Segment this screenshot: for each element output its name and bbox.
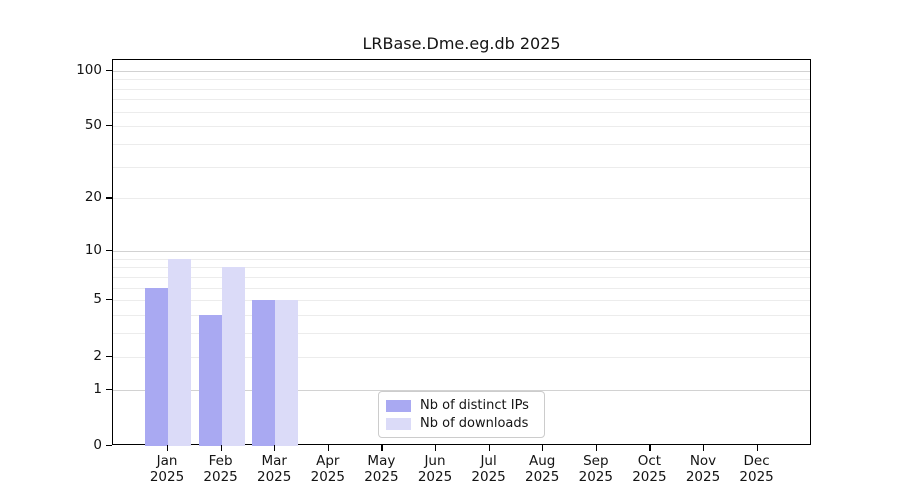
xtick-label-oct: Oct 2025 [632,453,667,485]
bar-mar-downloads [275,300,299,446]
xtick-mark-may [381,445,383,451]
ytick-mark-20 [106,197,112,199]
bar-feb-downloads [221,267,245,446]
legend-label-distinct-ips: Nb of distinct IPs [420,398,529,413]
ytick-mark-10 [106,249,112,252]
gridline-7 [113,276,810,278]
xtick-mark-apr [327,445,330,451]
plot-area [112,59,811,446]
xtick-label-mar: Mar 2025 [257,453,292,485]
gridline-70 [113,99,810,101]
ytick-label-20: 20 [84,189,102,206]
ytick-label-100: 100 [76,61,102,78]
gridline-1 [113,389,810,391]
legend-swatch-downloads [386,417,411,430]
bar-mar-distinct-ips [252,300,276,446]
gridline-40 [113,143,810,145]
xtick-label-jun: Jun 2025 [417,453,453,485]
xtick-label-dec: Dec 2025 [739,453,774,485]
gridline-3 [113,333,810,335]
bar-jan-downloads [168,258,191,446]
gridline-20 [113,198,810,200]
xtick-mark-oct [649,445,651,451]
gridline-6 [113,287,810,289]
xtick-label-aug: Aug 2025 [525,453,560,485]
xtick-label-may: May 2025 [364,453,399,485]
ytick-label-2: 2 [93,347,102,364]
xtick-label-apr: Apr 2025 [310,453,345,485]
ytick-mark-100 [106,69,112,71]
xtick-mark-jul [488,445,490,451]
xtick-label-jul: Jul 2025 [471,453,506,485]
legend: Nb of distinct IPs Nb of downloads [378,391,545,438]
gridline-8 [113,267,810,269]
xtick-mark-sep [595,445,598,451]
ytick-mark-50 [106,125,112,127]
gridline-5 [113,300,810,302]
gridline-10 [113,250,810,252]
xtick-label-feb: Feb 2025 [203,453,238,485]
gridline-80 [113,88,810,90]
xtick-mark-jun [435,445,437,451]
ytick-label-5: 5 [93,291,102,308]
legend-entry-distinct-ips: Nb of distinct IPs [386,398,544,413]
ytick-mark-1 [106,388,112,390]
xtick-label-nov: Nov 2025 [685,453,721,485]
ytick-label-10: 10 [84,241,102,258]
ytick-label-50: 50 [84,117,102,134]
legend-entry-downloads: Nb of downloads [386,416,544,431]
xtick-mark-mar [274,445,276,451]
gridline-30 [113,166,810,168]
gridline-100 [113,70,810,72]
xtick-label-jan: Jan 2025 [149,453,185,485]
ytick-mark-5 [106,299,112,301]
bar-feb-distinct-ips [198,315,222,446]
legend-label-downloads: Nb of downloads [420,416,529,431]
chart-title: LRBase.Dme.eg.db 2025 [362,34,561,53]
gridline-60 [113,111,810,113]
bar-jan-distinct-ips [145,287,168,446]
xtick-mark-nov [703,445,705,451]
xtick-mark-aug [542,445,544,451]
ytick-mark-2 [106,355,112,357]
ytick-mark-0 [106,445,112,447]
xtick-mark-feb [220,445,222,451]
ytick-label-1: 1 [93,380,102,397]
gridline-9 [113,258,810,260]
xtick-mark-dec [756,445,758,451]
gridline-50 [113,126,810,128]
xtick-label-sep: Sep 2025 [578,453,613,485]
gridline-2 [113,356,810,358]
xtick-mark-jan [167,445,169,451]
ytick-label-0: 0 [93,437,102,453]
legend-swatch-distinct-ips [386,399,411,412]
gridline-90 [113,79,810,80]
gridline-4 [113,315,810,317]
